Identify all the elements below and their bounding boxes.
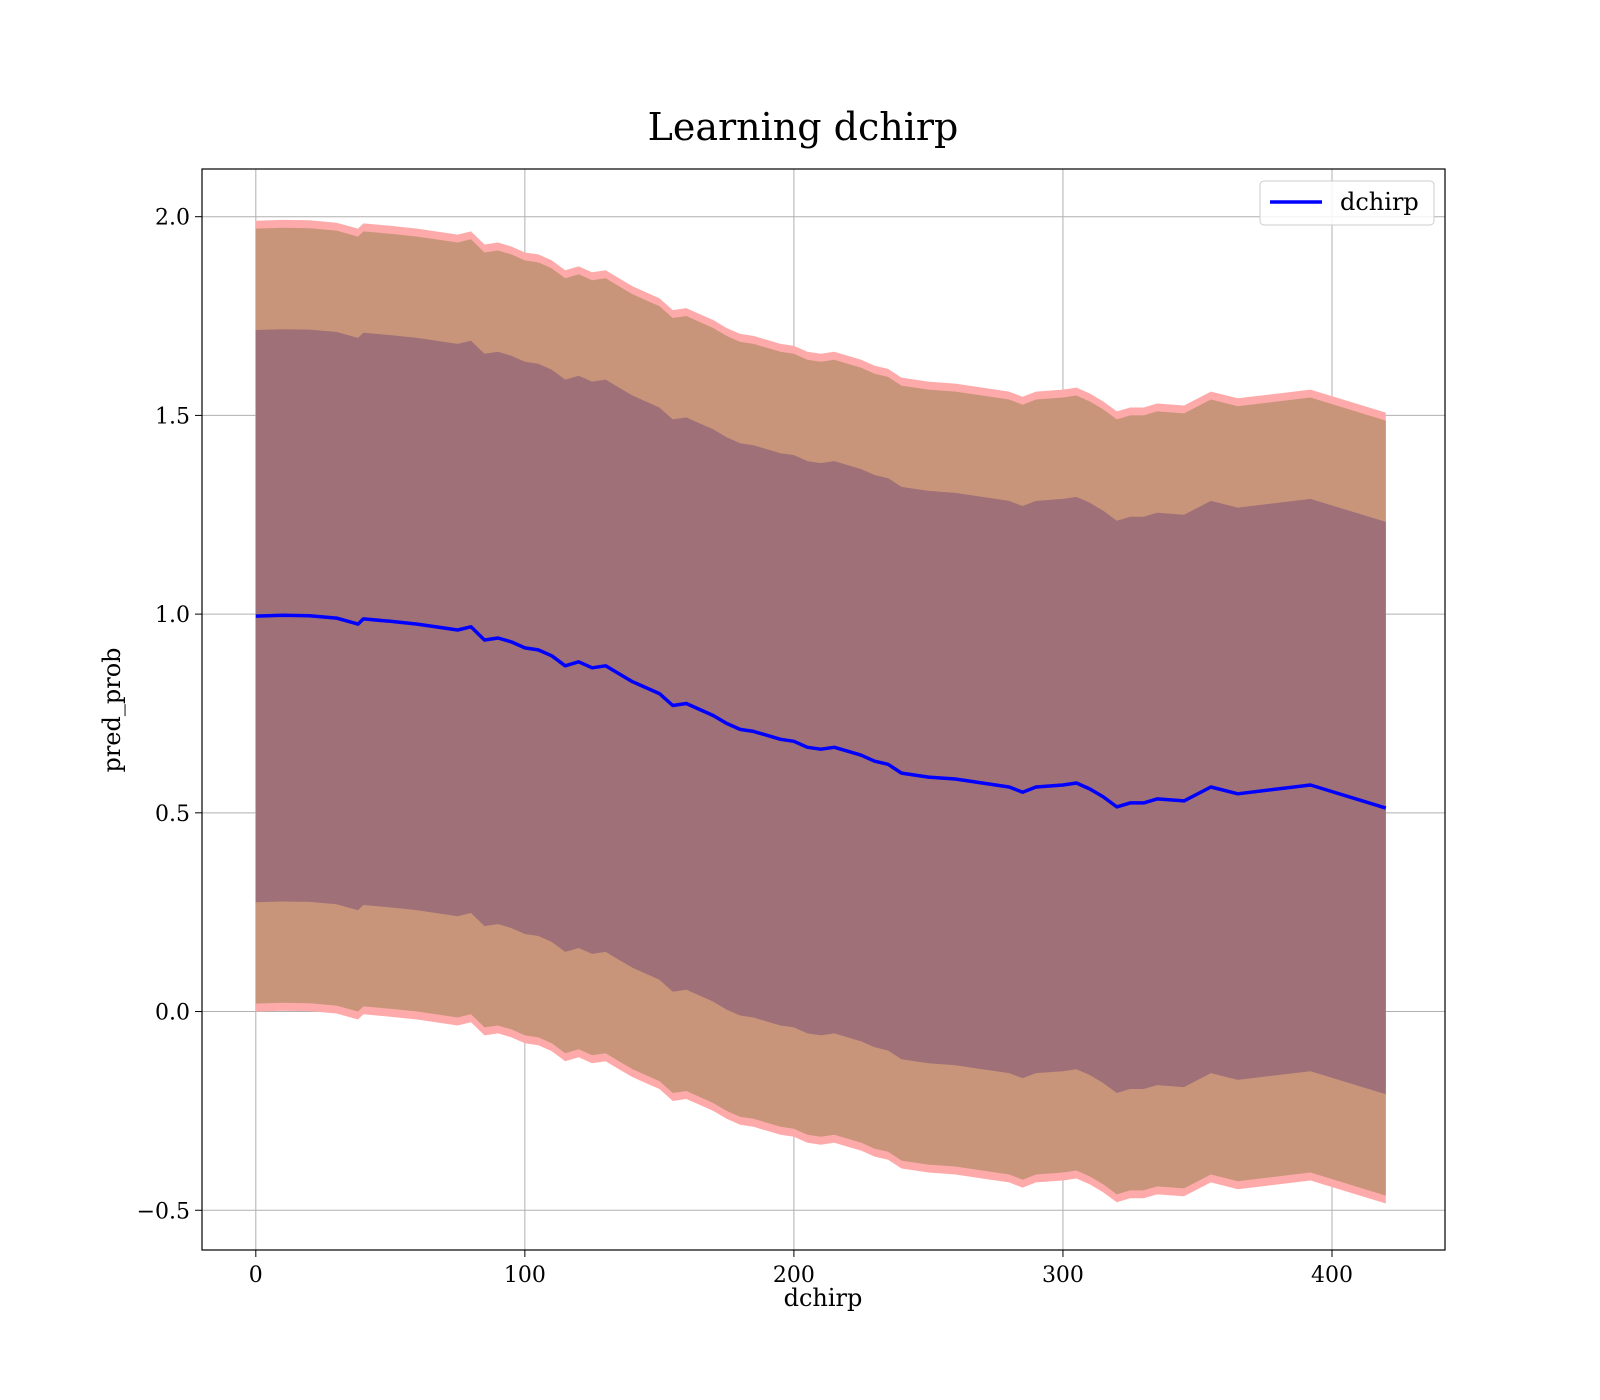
y-tick-label: 2.0 <box>155 206 190 231</box>
series-line-dchirp <box>255 613 1387 810</box>
x-tick-label: 100 <box>504 1263 546 1288</box>
legend-box <box>1259 180 1435 226</box>
x-tick-label: 400 <box>1311 1263 1353 1288</box>
legend: dchirp <box>1259 180 1435 226</box>
legend-label-dchirp: dchirp <box>1340 188 1419 216</box>
x-tick-label: 200 <box>773 1263 815 1288</box>
x-axis-label: dchirp <box>784 1284 863 1312</box>
y-tick-label: 0.5 <box>155 802 190 827</box>
chart-title: Learning dchirp <box>648 105 959 149</box>
band-layer <box>255 219 1386 1204</box>
y-tick-label: 1.5 <box>155 404 190 429</box>
plot-frame <box>201 168 1446 1251</box>
y-tick-label: −0.5 <box>137 1199 190 1224</box>
inner-band <box>255 329 1386 1095</box>
tick-layer: 0 100 200 300 400 −0.5 0.0 0.5 1.0 1.5 2.0 <box>137 206 1353 1288</box>
x-tick-label: 300 <box>1042 1263 1084 1288</box>
y-axis-label: pred_prob <box>98 647 126 772</box>
y-tick-label: 1.0 <box>155 603 190 628</box>
x-tick-label: 0 <box>249 1263 263 1288</box>
y-tick-label: 0.0 <box>155 1001 190 1026</box>
